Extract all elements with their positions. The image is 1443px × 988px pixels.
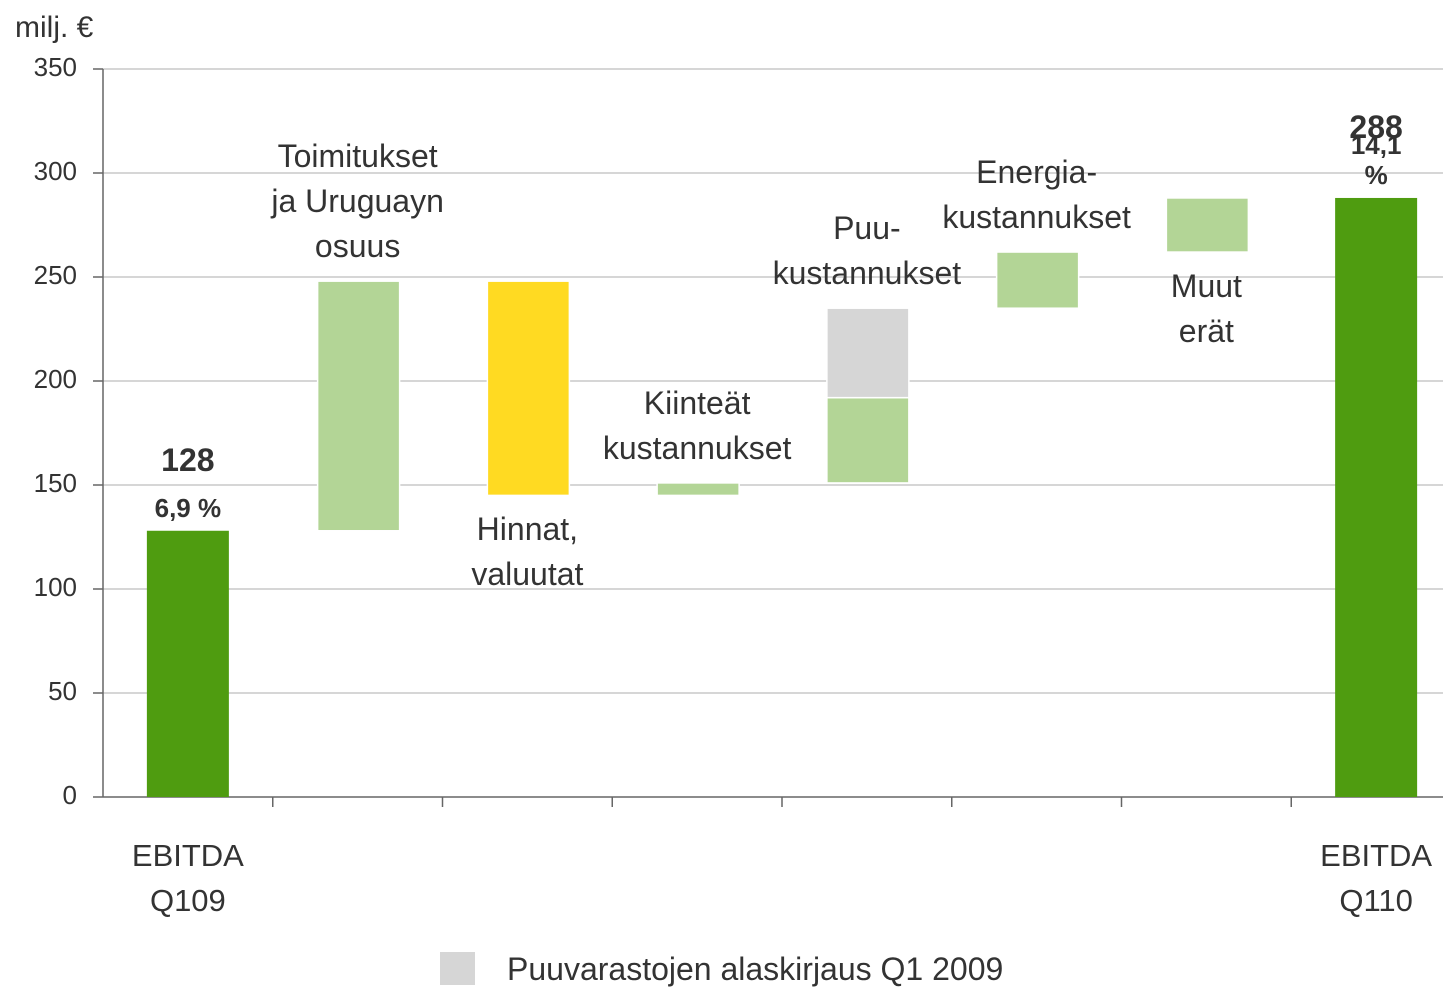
delta-bar [995,251,1080,309]
y-tick-label: 0 [63,780,77,810]
y-tick-label: 150 [34,468,77,498]
total-bar [146,530,229,797]
column-label: Kiinteät kustannukset [602,384,792,466]
x-tick-label: EBITDA Q109 [131,838,244,918]
column-label: Toimitukset ja Uruguayn osuus [271,138,444,265]
legend-swatch [440,952,475,985]
delta-bar [486,280,571,497]
y-tick-label: 250 [34,260,77,290]
y-tick-label: 50 [48,676,77,706]
column-label: Muut erät [1170,268,1242,350]
delta-bar [656,482,740,497]
margin-label: 6,9 % [154,492,222,523]
delta-bar [826,396,910,484]
x-tick-label: EBITDA Q110 [1320,838,1433,918]
total-bar [1335,197,1418,797]
data-label: 128 [161,441,215,478]
y-axis-label: milj. € [15,11,94,44]
y-tick-label: 100 [34,572,77,602]
legend-label: Puuvarastojen alaskirjaus Q1 2009 [507,951,1004,987]
margin-label: 14,1 % [1350,129,1402,190]
y-tick-label: 350 [34,52,77,82]
column-label: Hinnat, valuutat [471,511,584,593]
data-label: 288 [1349,108,1403,145]
y-tick-label: 300 [34,156,77,186]
y-tick-label: 200 [34,364,77,394]
delta-bar [1165,197,1250,253]
delta-bar [826,307,910,399]
delta-bar [316,280,401,532]
column-label: Energia- kustannukset [942,154,1131,236]
column-label: Puu- kustannukset [772,210,962,292]
